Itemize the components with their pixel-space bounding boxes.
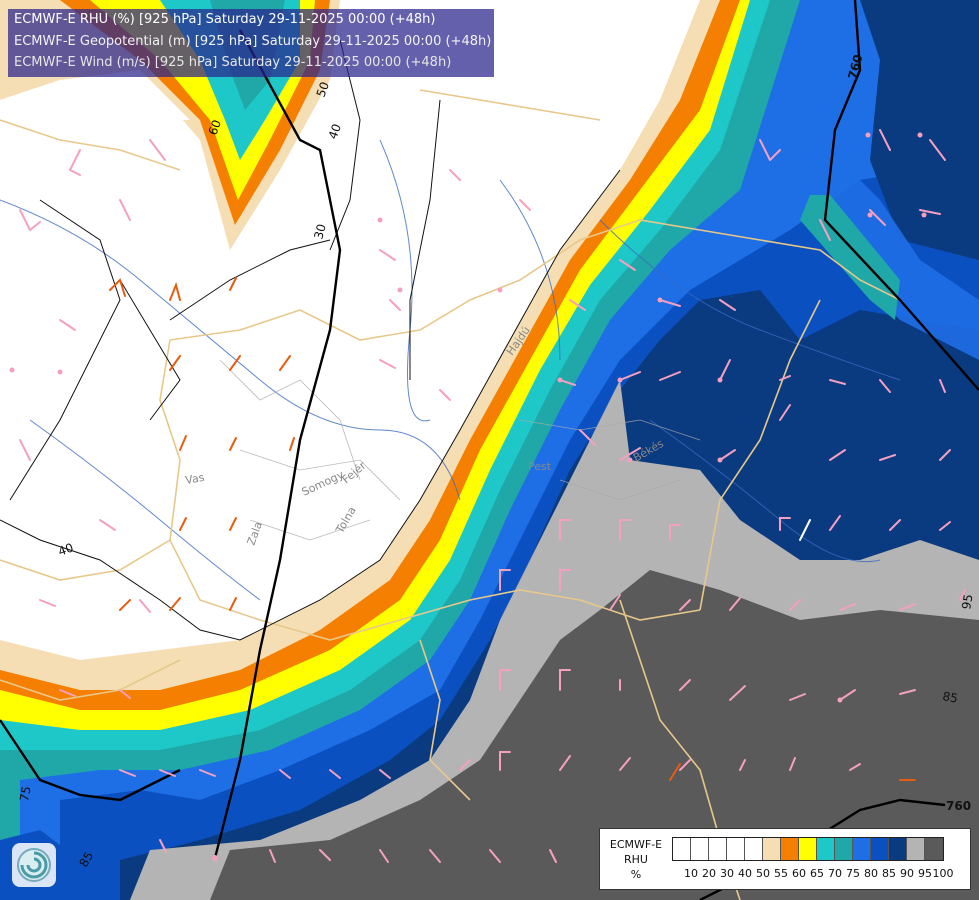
geo-label-760b: 760 bbox=[946, 799, 971, 813]
legend-swatch bbox=[745, 838, 763, 860]
rh-label-85b: 85 bbox=[941, 689, 958, 705]
rh-label-60: 60 bbox=[206, 118, 224, 137]
legend-tick-label: 20 bbox=[702, 867, 716, 880]
rh-contours bbox=[0, 39, 621, 641]
legend-tick-label: 90 bbox=[900, 867, 914, 880]
legend-tick-label: 95 bbox=[918, 867, 932, 880]
legend-swatch bbox=[781, 838, 799, 860]
rh-label-40: 40 bbox=[326, 122, 344, 141]
legend-swatch bbox=[889, 838, 907, 860]
legend-swatch bbox=[799, 838, 817, 860]
legend-swatch bbox=[763, 838, 781, 860]
legend-header: ECMWF-E RHU % bbox=[604, 837, 668, 882]
legend-tick-label: 80 bbox=[864, 867, 878, 880]
legend-tick-label: 70 bbox=[828, 867, 842, 880]
legend-swatches bbox=[672, 837, 944, 861]
legend-swatch bbox=[871, 838, 889, 860]
legend-variable: RHU bbox=[624, 853, 648, 866]
rh-label-40b: 40 bbox=[56, 540, 75, 558]
rh-label-30: 30 bbox=[311, 222, 328, 240]
rh-cell-ne bbox=[860, 0, 979, 260]
geo-label-760: 760 bbox=[845, 53, 865, 81]
title-panel: ECMWF-E RHU (%) [925 hPa] Saturday 29-11… bbox=[8, 9, 494, 77]
wind-barbs bbox=[9, 129, 966, 863]
rh-label-95: 95 bbox=[959, 593, 975, 610]
county-lines bbox=[219, 359, 701, 541]
legend-tick-label: 100 bbox=[932, 867, 954, 880]
legend-swatch bbox=[835, 838, 853, 860]
title-geopotential: ECMWF-E Geopotential (m) [925 hPa] Satur… bbox=[14, 34, 492, 49]
legend-swatch bbox=[709, 838, 727, 860]
legend-tick-label: 50 bbox=[756, 867, 770, 880]
borders bbox=[0, 89, 901, 900]
legend-tick-label: 30 bbox=[720, 867, 734, 880]
title-rhu: ECMWF-E RHU (%) [925 hPa] Saturday 29-11… bbox=[14, 12, 436, 27]
legend-tick-label: 85 bbox=[882, 867, 896, 880]
rh-label-50: 50 bbox=[314, 80, 332, 99]
legend-tick-label: 55 bbox=[774, 867, 788, 880]
rh-label-85: 85 bbox=[76, 849, 96, 869]
rh-cell-ne-inner bbox=[790, 150, 979, 360]
region-label: Vas bbox=[184, 471, 205, 487]
legend-model: ECMWF-E bbox=[609, 838, 663, 851]
legend-swatch bbox=[853, 838, 871, 860]
rh-label-75: 75 bbox=[17, 785, 33, 802]
legend-swatch bbox=[907, 838, 925, 860]
legend-tick-label: 10 bbox=[684, 867, 698, 880]
rh-band-100 bbox=[210, 570, 979, 900]
rh-tongue-white bbox=[0, 70, 190, 120]
legend-swatch bbox=[727, 838, 745, 860]
rh-strip-teal bbox=[800, 195, 900, 320]
legend-swatch bbox=[925, 838, 943, 860]
legend-tick-label: 65 bbox=[810, 867, 824, 880]
ogimet-swirl-icon bbox=[12, 843, 56, 887]
legend-swatch bbox=[817, 838, 835, 860]
legend-tick-label: 75 bbox=[846, 867, 860, 880]
legend-ticks: 10 20 30 40 50 55 60 65 70 75 80 85 90 95 100 bbox=[672, 867, 979, 881]
legend-tick-label: 40 bbox=[738, 867, 752, 880]
legend-swatch bbox=[673, 838, 691, 860]
title-wind: ECMWF-E Wind (m/s) [925 hPa] Saturday 29… bbox=[14, 55, 452, 70]
rivers bbox=[0, 139, 901, 601]
legend-unit: % bbox=[630, 868, 642, 881]
legend-tick-label: 60 bbox=[792, 867, 806, 880]
region-label: Pest bbox=[528, 460, 552, 473]
legend-swatch bbox=[691, 838, 709, 860]
color-legend: ECMWF-E RHU % 10 20 30 40 50 55 60 65 70 75 80 85 90… bbox=[599, 828, 971, 890]
